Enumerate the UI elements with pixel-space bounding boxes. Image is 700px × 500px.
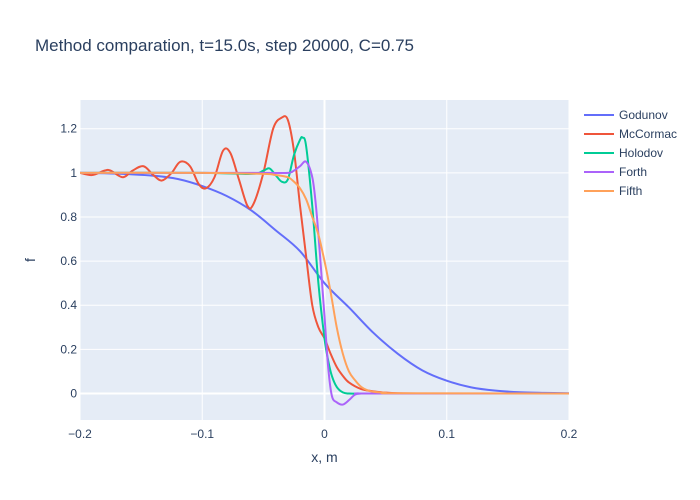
y-tick-label: 0.8 xyxy=(60,210,77,224)
legend-item-mccormac[interactable]: McCormac xyxy=(584,127,677,141)
series-line-godunov xyxy=(80,171,569,395)
series-line-fifth xyxy=(80,171,569,395)
legend-item-forth[interactable]: Forth xyxy=(584,165,647,179)
legend-label: McCormac xyxy=(619,127,677,141)
y-tick-label: 0.4 xyxy=(60,298,77,312)
y-tick-label: 1.2 xyxy=(60,122,77,136)
legend-item-fifth[interactable]: Fifth xyxy=(584,184,642,198)
x-tick-label: −0.2 xyxy=(68,427,92,441)
x-tick-label: 0.2 xyxy=(561,427,578,441)
legend-label: Holodov xyxy=(619,146,663,160)
chart-title: Method comparation, t=15.0s, step 20000,… xyxy=(35,36,414,55)
y-axis-label: f xyxy=(22,258,38,262)
legend-item-holodov[interactable]: Holodov xyxy=(584,146,663,160)
series-layer xyxy=(80,115,569,406)
y-tick-label: 0.2 xyxy=(60,342,77,356)
legend-label: Forth xyxy=(619,165,647,179)
x-tick-label: 0.1 xyxy=(438,427,455,441)
y-tick-label: 0.6 xyxy=(60,254,77,268)
legend-item-godunov[interactable]: Godunov xyxy=(584,108,668,122)
tick-layer: −0.2 −0.1 0 0.1 0.2 0 0.2 0.4 0.6 0.8 1 1.2 xyxy=(60,122,577,441)
x-axis-label: x, m xyxy=(311,449,337,465)
legend-label: Fifth xyxy=(619,184,642,198)
legend: Godunov McCormac Holodov Forth Fifth xyxy=(584,108,677,198)
y-tick-label: 1 xyxy=(70,166,77,180)
x-tick-label: −0.1 xyxy=(190,427,214,441)
y-tick-label: 0 xyxy=(70,387,77,401)
x-tick-label: 0 xyxy=(321,427,328,441)
legend-label: Godunov xyxy=(619,108,668,122)
series-line-holodov xyxy=(80,135,569,395)
series-line-forth xyxy=(80,160,569,406)
